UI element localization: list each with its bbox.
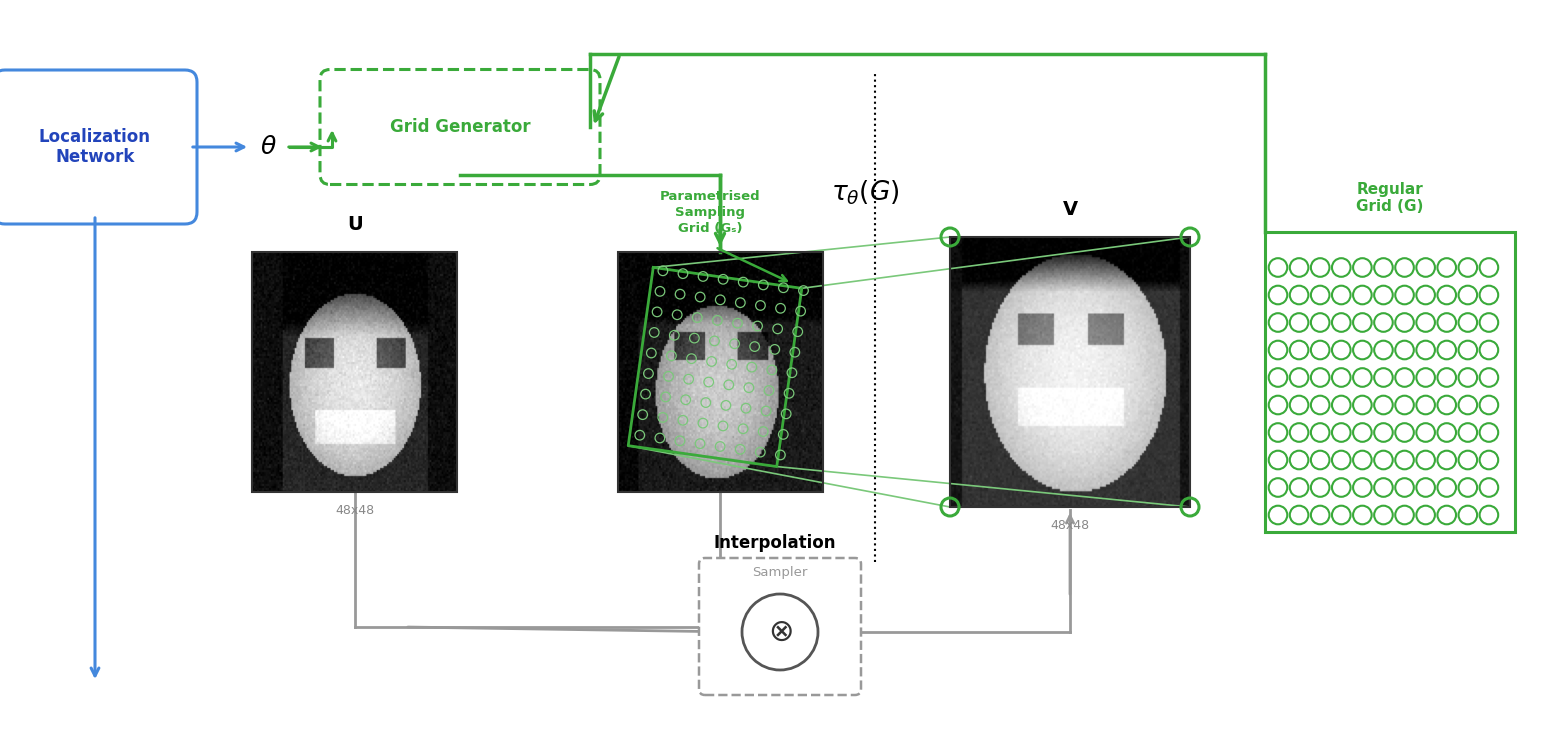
Text: Parametrised
Sampling
Grid (Gₛ): Parametrised Sampling Grid (Gₛ)	[660, 190, 761, 235]
FancyBboxPatch shape	[699, 558, 861, 695]
Bar	[1265, 232, 1515, 532]
Text: $\tau_\theta(G)$: $\tau_\theta(G)$	[830, 179, 900, 207]
Text: $\otimes$: $\otimes$	[768, 618, 793, 646]
Bar	[617, 252, 822, 492]
Text: Grid Generator: Grid Generator	[390, 118, 530, 136]
Text: 48x48: 48x48	[1050, 519, 1090, 532]
FancyBboxPatch shape	[0, 70, 196, 224]
Bar	[252, 252, 458, 492]
Text: $\theta$: $\theta$	[260, 135, 277, 159]
Text: Regular
Grid (G): Regular Grid (G)	[1356, 182, 1424, 214]
Text: U: U	[348, 215, 363, 234]
FancyBboxPatch shape	[320, 70, 600, 184]
Text: V: V	[1062, 200, 1078, 219]
Text: Localization
Network: Localization Network	[39, 127, 152, 166]
Text: Sampler: Sampler	[753, 566, 807, 579]
Bar	[949, 237, 1190, 507]
Text: Interpolation: Interpolation	[714, 534, 836, 552]
Text: 48x48: 48x48	[335, 504, 374, 517]
